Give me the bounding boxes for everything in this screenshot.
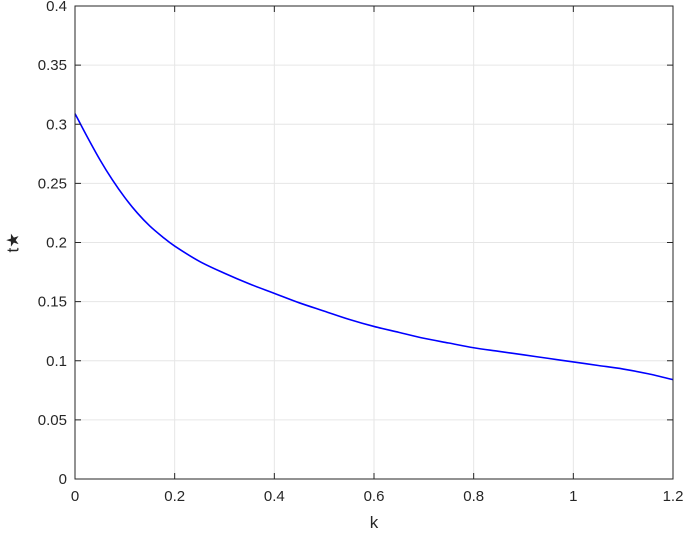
series-line <box>74 113 674 381</box>
y-tick-label: 0.15 <box>38 294 67 311</box>
y-tick-label: 0.1 <box>46 353 67 370</box>
y-tick-label: 0.25 <box>38 175 67 192</box>
x-axis-label: k <box>370 513 379 532</box>
y-tick-label: 0 <box>59 471 67 488</box>
x-tick-label: 0.2 <box>164 488 185 505</box>
x-tick-label: 1.2 <box>663 488 684 505</box>
series-layer <box>74 113 674 381</box>
y-tick-label: 0.2 <box>46 235 67 252</box>
x-tick-label: 0.6 <box>364 488 385 505</box>
y-tick-label: 0.05 <box>38 412 67 429</box>
x-tick-label: 1 <box>569 488 577 505</box>
grid <box>74 5 674 480</box>
y-tick-label: 0.35 <box>38 57 67 74</box>
x-tick-label: 0.8 <box>463 488 484 505</box>
y-tick-label: 0.3 <box>46 116 67 133</box>
x-axis: 0 0.2 0.4 0.6 0.8 1 1.2 <box>71 6 684 505</box>
y-axis-label: t★ <box>3 233 22 253</box>
x-tick-label: 0 <box>71 488 79 505</box>
x-tick-label: 0.4 <box>264 488 285 505</box>
y-axis: 0 0.05 0.1 0.15 0.2 0.25 0.3 0.35 0.4 <box>38 0 673 488</box>
y-tick-label: 0.4 <box>46 0 67 15</box>
